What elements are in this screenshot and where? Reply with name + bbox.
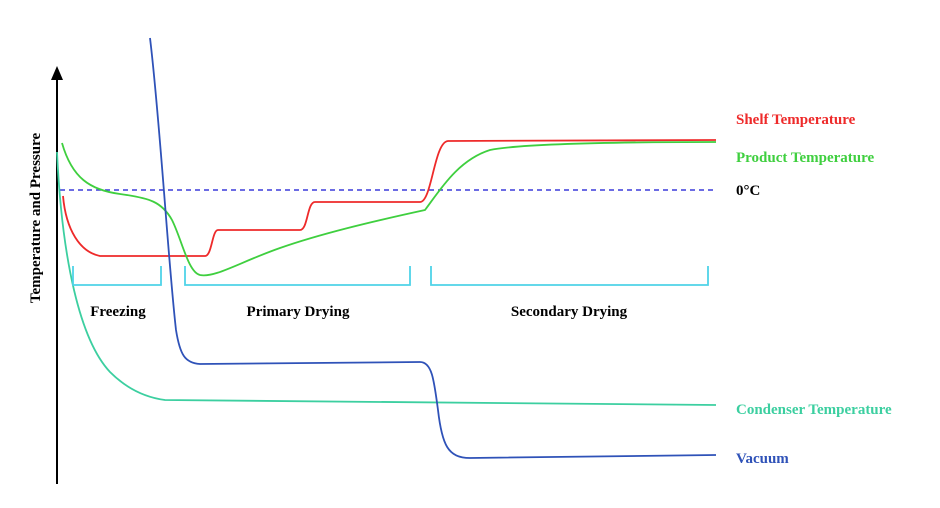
freezing-bracket <box>72 266 162 286</box>
y-axis-label: Temperature and Pressure <box>28 133 44 304</box>
vacuum-label: Vacuum <box>736 451 789 467</box>
freezing-label: Freezing <box>90 304 146 320</box>
product-temperature-curve <box>61 141 717 277</box>
condenser-temperature-label: Condenser Temperature <box>736 402 892 418</box>
primary-drying-bracket <box>184 266 411 286</box>
y-axis-arrow-icon <box>51 66 63 80</box>
primary-drying-label: Primary Drying <box>247 304 350 320</box>
vacuum-curve <box>149 37 717 459</box>
secondary-drying-label: Secondary Drying <box>511 304 628 320</box>
secondary-drying-bracket <box>430 266 709 286</box>
zero-degree-label: 0°C <box>736 183 760 199</box>
shelf-temperature-label: Shelf Temperature <box>736 112 856 128</box>
condenser-temperature-curve <box>56 151 717 406</box>
shelf-temperature-curve <box>62 139 717 257</box>
product-temperature-label: Product Temperature <box>736 150 875 166</box>
